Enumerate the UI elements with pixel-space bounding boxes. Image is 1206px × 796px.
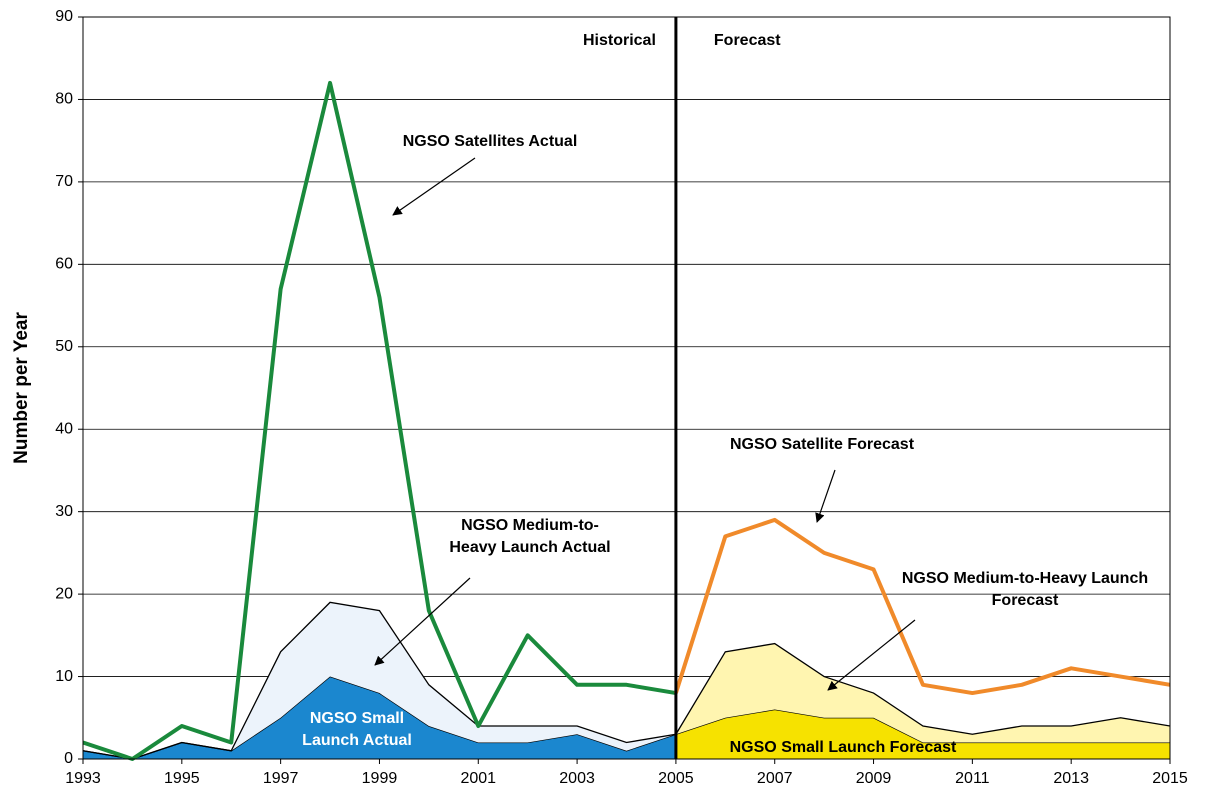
x-tick-label: 2015 bbox=[1152, 770, 1188, 787]
line bbox=[674, 517, 1171, 696]
divider-label: Forecast bbox=[714, 32, 781, 49]
x-tick-label: 1995 bbox=[164, 770, 200, 787]
y-tick-label: 20 bbox=[55, 585, 73, 602]
x-tick-label: 2005 bbox=[658, 770, 694, 787]
y-tick-label: 0 bbox=[64, 750, 73, 767]
y-tick-label: 80 bbox=[55, 91, 73, 108]
y-tick-label: 30 bbox=[55, 503, 73, 520]
y-tick-label: 40 bbox=[55, 420, 73, 437]
x-tick-label: 1999 bbox=[362, 770, 398, 787]
x-tick-label: 1997 bbox=[263, 770, 299, 787]
area-fill bbox=[675, 709, 1170, 759]
x-tick-label: 2009 bbox=[856, 770, 892, 787]
x-tick-label: 2003 bbox=[559, 770, 595, 787]
grid bbox=[83, 16, 1170, 760]
divider-label: Historical bbox=[583, 32, 656, 49]
x-tick-label: 1993 bbox=[65, 770, 101, 787]
annotation-arrow bbox=[374, 577, 471, 666]
series-annotation: NGSO Satellite Forecast bbox=[729, 436, 915, 453]
plot-frame bbox=[82, 16, 1171, 760]
y-axis-label: Number per Year bbox=[11, 312, 32, 464]
series-annotation: NGSO Small Launch Actual bbox=[302, 710, 412, 749]
series-annotation: NGSO Medium-to-Heavy Launch Actual bbox=[449, 517, 611, 556]
axes: 0 10 20 30 40 50 60 70 80 90 1993 1995 1997 1999 2001 2… bbox=[55, 8, 1188, 787]
data-layer bbox=[82, 80, 1171, 761]
series-annotation: NGSO Satellites Actual bbox=[402, 133, 578, 150]
y-tick-label: 70 bbox=[55, 173, 73, 190]
line bbox=[82, 80, 677, 761]
annotation-arrow bbox=[815, 469, 836, 523]
x-tick-label: 2011 bbox=[955, 770, 990, 787]
area-fill bbox=[83, 676, 676, 759]
area-edge bbox=[82, 601, 677, 760]
y-tick-label: 50 bbox=[55, 338, 73, 355]
y-tick-label: 10 bbox=[55, 668, 73, 685]
x-tick-label: 2001 bbox=[460, 770, 496, 787]
annotation-arrow bbox=[392, 157, 476, 216]
area-edge bbox=[675, 642, 1171, 735]
series-annotation: NGSO Medium-to-Heavy Launch Forecast bbox=[901, 570, 1149, 609]
y-tick-label: 60 bbox=[55, 256, 73, 273]
x-tick-label: 2007 bbox=[757, 770, 793, 787]
x-tick-label: 2013 bbox=[1053, 770, 1089, 787]
series-annotation: NGSO Small Launch Forecast bbox=[729, 739, 957, 756]
area-fill bbox=[83, 602, 676, 759]
y-tick-label: 90 bbox=[55, 8, 73, 25]
area-fill bbox=[675, 643, 1170, 743]
annotation-arrow bbox=[827, 619, 916, 691]
